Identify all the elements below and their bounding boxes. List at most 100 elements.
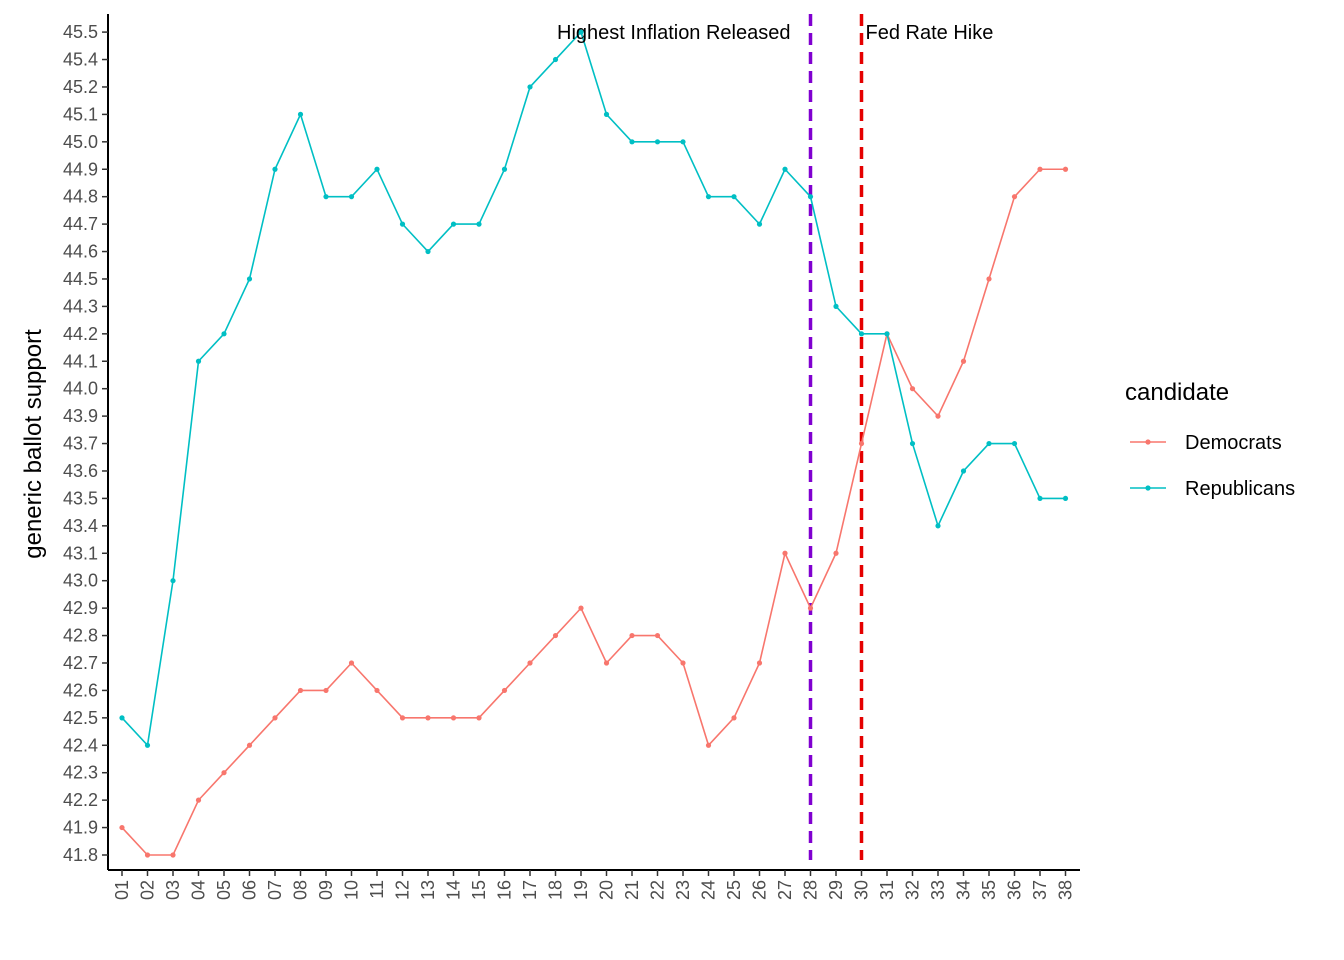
- data-point-republicans: [476, 221, 482, 227]
- x-tick-label: 12: [393, 880, 413, 900]
- data-point-republicans: [119, 715, 125, 721]
- x-tick-label: 28: [801, 880, 821, 900]
- data-point-republicans: [986, 440, 992, 447]
- y-tick-label: 42.8: [63, 626, 98, 646]
- data-point-republicans: [221, 331, 227, 337]
- y-tick-label: 42.2: [63, 790, 98, 810]
- data-point-democrats: [629, 632, 635, 639]
- data-point-republicans: [527, 84, 533, 90]
- data-point-democrats: [272, 715, 278, 721]
- data-point-democrats: [425, 715, 431, 721]
- data-point-republicans: [501, 166, 508, 172]
- data-point-democrats: [578, 605, 584, 611]
- data-point-republicans: [272, 166, 278, 172]
- legend-key-point: [1145, 439, 1151, 445]
- y-tick-label: 45.4: [63, 50, 98, 70]
- data-point-republicans: [731, 194, 737, 200]
- x-tick-label: 21: [622, 880, 642, 900]
- data-point-democrats: [374, 687, 380, 694]
- data-point-republicans: [552, 56, 559, 63]
- x-tick-label: 08: [291, 880, 311, 900]
- y-tick-label: 44.5: [63, 269, 98, 289]
- data-point-republicans: [323, 194, 329, 200]
- data-point-republicans: [935, 523, 941, 529]
- legend-key-point: [1145, 485, 1151, 491]
- x-tick-label: 20: [597, 880, 617, 900]
- data-point-democrats: [782, 550, 788, 556]
- y-axis-title: generic ballot support: [20, 329, 47, 559]
- legend-label-republicans: Republicans: [1185, 478, 1295, 500]
- data-point-democrats: [1037, 166, 1043, 172]
- data-point-republicans: [348, 194, 355, 200]
- y-tick-label: 43.0: [63, 571, 98, 591]
- y-tick-label: 42.5: [63, 708, 98, 728]
- x-tick-label: 04: [189, 880, 209, 900]
- y-tick-label: 44.9: [63, 159, 98, 179]
- x-tick-label: 22: [648, 880, 668, 900]
- x-tick-label: 10: [342, 880, 362, 900]
- y-tick-label: 45.0: [63, 132, 98, 152]
- x-tick-label: 07: [265, 880, 285, 900]
- x-tick-label: 37: [1030, 880, 1050, 900]
- axes: 41.8 41.9 42.2 42.3 42.4 42.5 42.6 42.7 42.8 42.9…: [63, 14, 1080, 900]
- data-point-democrats: [552, 632, 559, 639]
- data-point-democrats: [144, 852, 151, 858]
- x-tick-label: 03: [163, 880, 183, 900]
- x-tick-label: 32: [903, 880, 923, 900]
- data-point-republicans: [884, 331, 890, 337]
- x-tick-label: 16: [495, 880, 515, 900]
- data-point-republicans: [425, 248, 431, 255]
- x-tick-label: 11: [367, 880, 387, 899]
- data-point-democrats: [654, 632, 661, 639]
- data-point-democrats: [119, 824, 125, 831]
- data-point-democrats: [705, 742, 712, 748]
- y-tick-label: 45.5: [63, 22, 98, 42]
- data-point-democrats: [909, 386, 916, 392]
- legend: candidate Democrats Republicans: [1125, 379, 1295, 500]
- data-point-republicans: [603, 111, 610, 117]
- data-point-democrats: [476, 715, 482, 721]
- data-point-republicans: [782, 166, 788, 172]
- x-tick-label: 25: [724, 880, 744, 900]
- data-point-republicans: [909, 440, 916, 447]
- y-tick-label: 43.5: [63, 488, 98, 508]
- data-point-democrats: [680, 660, 686, 666]
- series-republicans: [119, 29, 1069, 748]
- y-tick-label: 45.2: [63, 77, 98, 97]
- x-tick-label: 35: [979, 880, 999, 900]
- data-point-democrats: [450, 715, 457, 721]
- data-point-republicans: [680, 139, 686, 145]
- data-point-republicans: [756, 221, 763, 227]
- data-point-republicans: [399, 221, 406, 227]
- event-lines: [808, 14, 864, 860]
- x-tick-label: 31: [877, 880, 897, 900]
- x-tick-label: 05: [214, 880, 234, 900]
- event-label-1: Highest Inflation Released: [557, 22, 790, 44]
- data-point-democrats: [527, 660, 533, 666]
- y-tick-label: 44.1: [63, 351, 98, 371]
- y-tick-label: 42.7: [63, 653, 98, 673]
- x-tick-label: 18: [546, 880, 566, 900]
- data-point-republicans: [629, 139, 635, 145]
- data-point-democrats: [297, 687, 304, 694]
- data-point-democrats: [935, 413, 941, 419]
- data-point-democrats: [323, 687, 329, 694]
- x-tick-label: 33: [928, 880, 948, 900]
- y-tick-label: 44.6: [63, 242, 98, 262]
- x-tick-label: 13: [418, 880, 438, 900]
- y-tick-label: 44.2: [63, 324, 98, 344]
- data-point-democrats: [1062, 166, 1069, 172]
- data-point-republicans: [1037, 495, 1043, 502]
- data-point-democrats: [756, 660, 763, 666]
- data-point-republicans: [858, 331, 865, 337]
- x-tick-label: 06: [240, 880, 260, 900]
- y-tick-label: 43.7: [63, 434, 98, 454]
- x-tick-label: 09: [316, 880, 336, 900]
- data-point-democrats: [858, 440, 865, 447]
- y-tick-label: 41.8: [63, 845, 98, 865]
- data-point-democrats: [221, 770, 227, 776]
- y-tick-label: 41.9: [63, 818, 98, 838]
- series-layer: [119, 29, 1069, 858]
- annotation-layer: Highest Inflation Released Fed Rate Hike: [557, 22, 993, 44]
- y-tick-label: 43.9: [63, 406, 98, 426]
